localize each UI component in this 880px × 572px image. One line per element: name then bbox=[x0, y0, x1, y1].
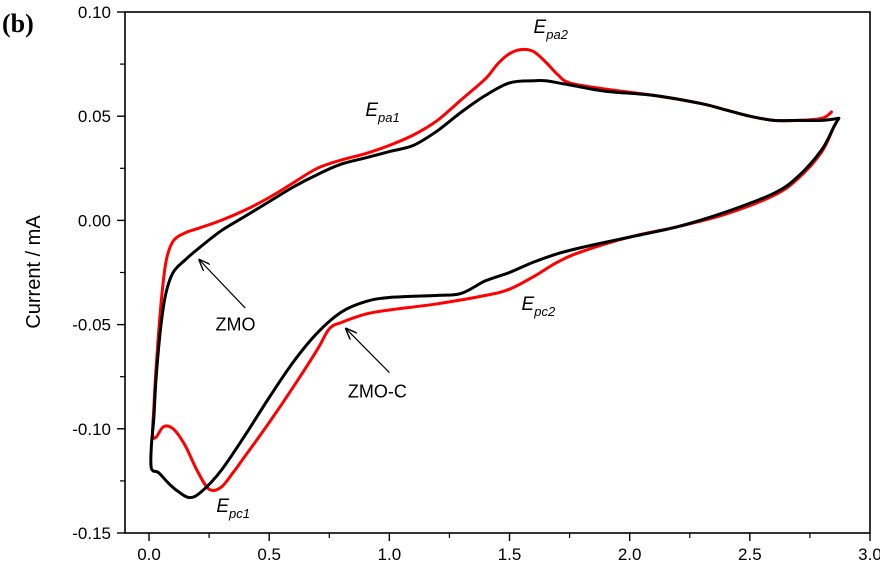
panel-label: (b) bbox=[2, 9, 34, 38]
x-tick-label: 1.0 bbox=[378, 545, 402, 564]
y-tick-label: 0.10 bbox=[78, 3, 111, 22]
y-axis-label: Current / mA bbox=[23, 215, 45, 329]
callout-arrow bbox=[200, 260, 246, 309]
x-tick-label: 2.5 bbox=[738, 545, 762, 564]
series-line-zmo-c bbox=[151, 47, 841, 493]
peak-annotation-pc2: Epc2 bbox=[522, 294, 556, 319]
x-tick-label: 0.5 bbox=[257, 545, 281, 564]
series-line-zmo bbox=[149, 78, 841, 500]
y-tick-label: -0.10 bbox=[72, 420, 111, 439]
callout-arrow bbox=[346, 329, 390, 373]
plot-frame bbox=[124, 11, 871, 534]
y-tick-label: 0.05 bbox=[78, 107, 111, 126]
x-tick-label: 3.0 bbox=[858, 545, 880, 564]
annotation-layer: Epa2 Epa1 Epc2 Epc1 ZMO ZMO-C bbox=[200, 17, 569, 521]
series-layer bbox=[149, 47, 841, 500]
axis-ticks: 0.0 0.5 1.0 1.5 2.0 2.5 3.0 0.10 0.05 0.00 -0.05 -0… bbox=[72, 3, 880, 564]
callout-label: ZMO-C bbox=[348, 381, 407, 401]
x-tick-label: 2.0 bbox=[618, 545, 642, 564]
x-tick-label: 0.0 bbox=[137, 545, 161, 564]
peak-annotation-pc1: Epc1 bbox=[216, 496, 250, 521]
y-tick-label: 0.00 bbox=[78, 211, 111, 230]
y-tick-label: -0.05 bbox=[72, 316, 111, 335]
peak-annotation-pa2: Epa2 bbox=[534, 17, 569, 42]
callout-label: ZMO bbox=[216, 315, 256, 335]
x-tick-label: 1.5 bbox=[498, 545, 522, 564]
y-tick-label: -0.15 bbox=[72, 524, 111, 543]
peak-annotation-pa1: Epa1 bbox=[365, 100, 399, 125]
